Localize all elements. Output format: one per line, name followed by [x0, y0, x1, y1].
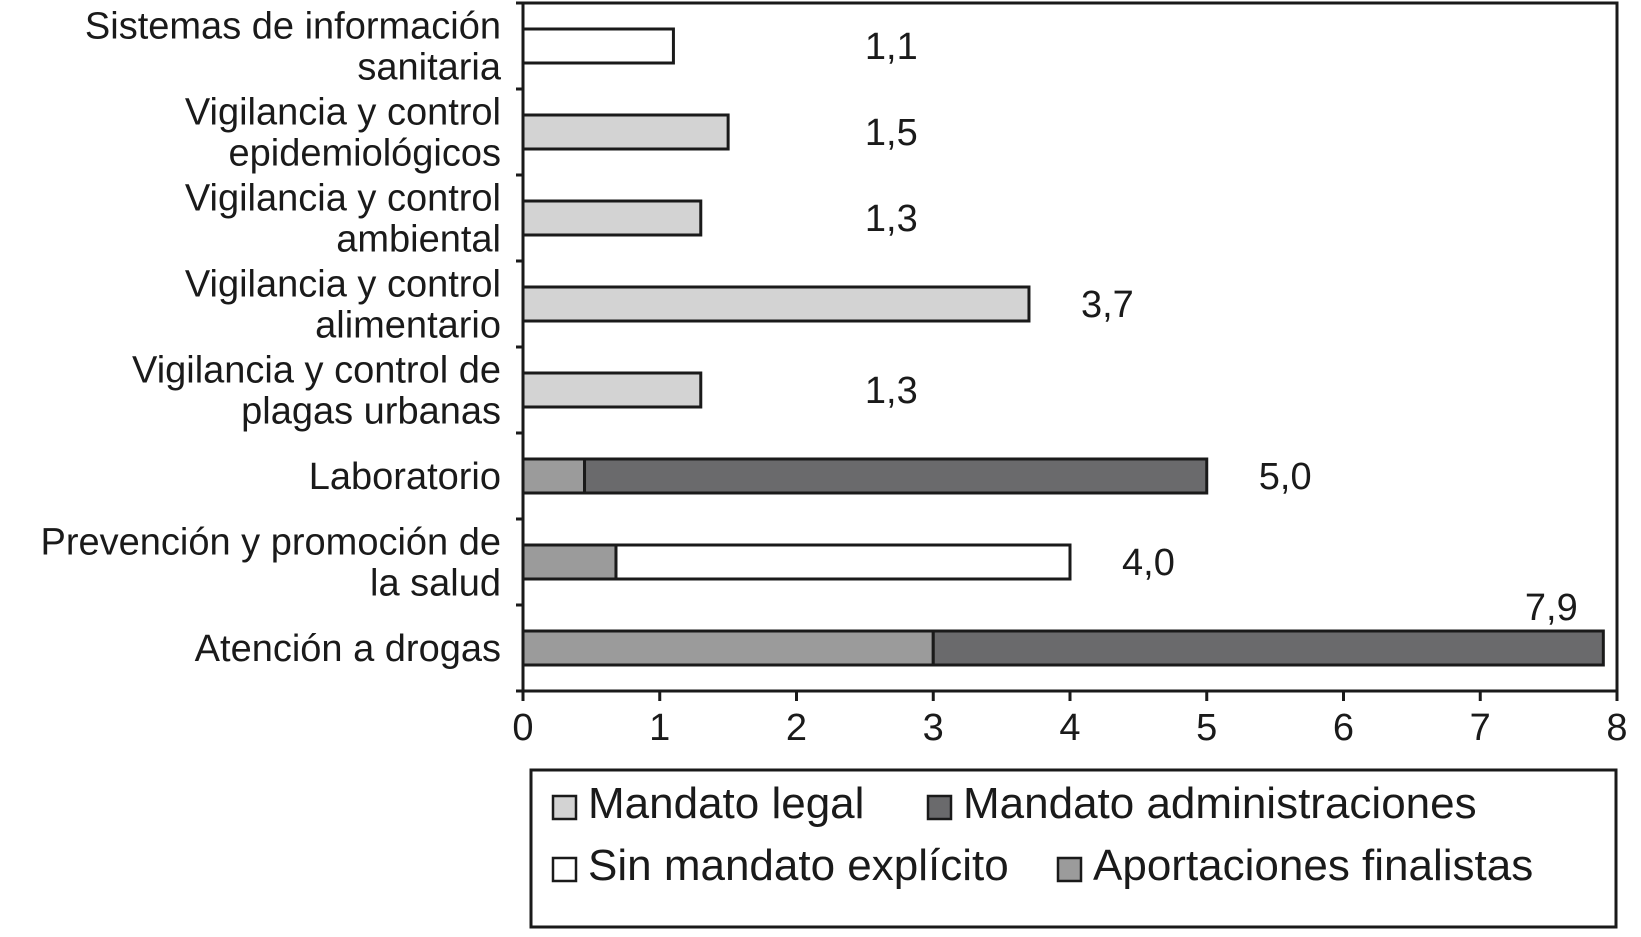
bar-segment: [521, 371, 703, 409]
bar-segment: [521, 285, 1031, 323]
category-label: Vigilancia y control de: [132, 350, 501, 392]
category-label: la salud: [370, 563, 501, 605]
category-label: alimentario: [315, 305, 501, 347]
bar-value-label: 1,3: [865, 370, 918, 412]
bar-segment: [521, 199, 703, 237]
x-tick-label: 7: [1470, 707, 1491, 749]
bar-segment: [931, 629, 1605, 667]
bar-value-label: 1,3: [865, 198, 918, 240]
category-label: epidemiológicos: [229, 133, 502, 175]
legend-swatch: [551, 856, 578, 883]
bar-value-label: 1,5: [865, 112, 918, 154]
category-label: Vigilancia y control: [185, 178, 501, 220]
bar-value-label: 7,9: [1525, 587, 1578, 629]
category-label: Vigilancia y control: [185, 264, 501, 306]
x-tick-label: 4: [1059, 707, 1080, 749]
category-label: Sistemas de información: [85, 6, 501, 48]
x-tick-label: 3: [923, 707, 944, 749]
plot-frame: [521, 1, 1619, 693]
bar-segment: [521, 629, 935, 667]
bar-value-label: 3,7: [1081, 284, 1134, 326]
x-tick-label: 2: [786, 707, 807, 749]
bar-segment: [583, 457, 1209, 495]
legend-swatch: [1056, 856, 1083, 883]
bar-value-label: 1,1: [865, 26, 918, 68]
category-label: ambiental: [336, 219, 501, 261]
category-label: Prevención y promoción de: [41, 522, 501, 564]
bar-segment: [521, 113, 730, 151]
category-label: Laboratorio: [309, 456, 501, 498]
bar-value-label: 5,0: [1259, 456, 1312, 498]
legend-label: Aportaciones finalistas: [1093, 841, 1533, 890]
legend-swatch: [551, 794, 578, 821]
x-tick-label: 8: [1606, 707, 1627, 749]
legend-label: Mandato administraciones: [963, 779, 1477, 828]
bar-segment: [614, 543, 1072, 581]
legend-label: Mandato legal: [588, 779, 864, 828]
category-label: Atención a drogas: [195, 628, 501, 670]
x-tick-label: 0: [512, 707, 533, 749]
x-tick-label: 5: [1196, 707, 1217, 749]
category-label: plagas urbanas: [241, 391, 501, 433]
legend-box: [529, 768, 1618, 929]
category-label: sanitaria: [357, 47, 501, 89]
category-label: Vigilancia y control: [185, 92, 501, 134]
bar-segment: [521, 543, 618, 581]
bar-value-label: 4,0: [1122, 542, 1175, 584]
legend-swatch: [926, 794, 953, 821]
legend-label: Sin mandato explícito: [588, 841, 1009, 890]
bar-segment: [521, 27, 675, 65]
x-tick-label: 1: [649, 707, 670, 749]
bar-segment: [521, 457, 587, 495]
x-tick-label: 6: [1333, 707, 1354, 749]
